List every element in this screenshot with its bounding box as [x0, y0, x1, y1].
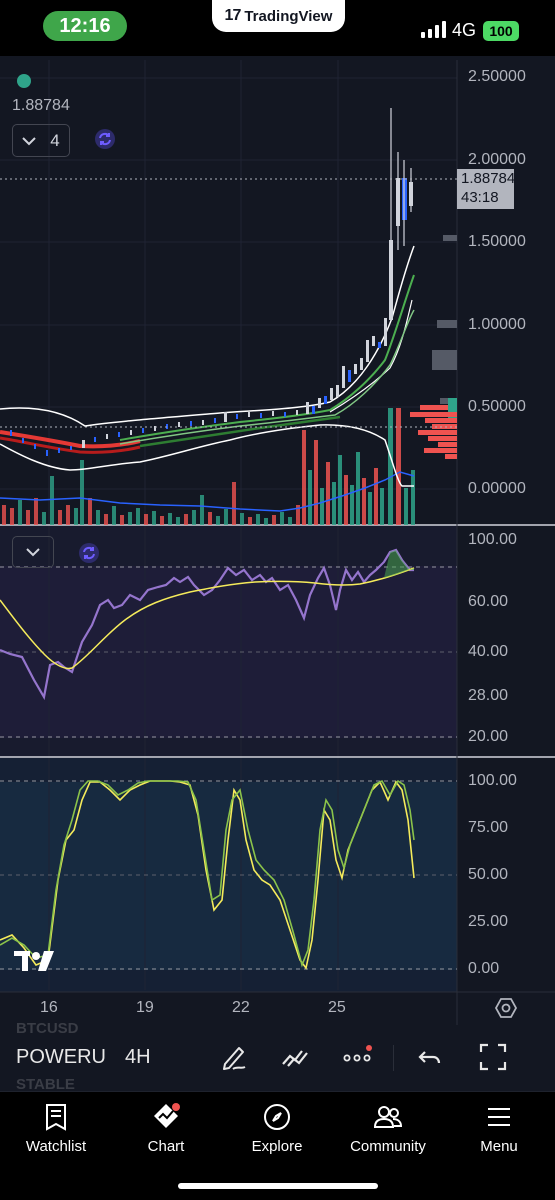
market-status-dot[interactable]	[17, 74, 31, 88]
rsi-band-bg	[0, 566, 457, 738]
symbol-name[interactable]: POWERU	[16, 1046, 106, 1068]
rsi-pane	[0, 548, 457, 738]
price-axis-label: 2.50000	[468, 68, 526, 85]
network-type: 4G	[452, 20, 477, 40]
status-time: 12:16	[43, 11, 127, 41]
community-icon	[373, 1106, 403, 1128]
bollinger-upper	[0, 245, 415, 427]
signal-icon	[421, 21, 446, 38]
price-axis-label: 2.00000	[468, 151, 526, 168]
stoch-axis-label: 25.00	[468, 913, 509, 930]
volume-ma-line	[0, 471, 415, 512]
nav-community[interactable]: Community	[338, 1102, 438, 1155]
price-tag-countdown: 43:18	[461, 189, 499, 206]
previous-symbol: BTCUSD	[16, 1020, 79, 1037]
chart-canvas[interactable]	[0, 56, 555, 1091]
ema-ribbon-red	[0, 430, 141, 449]
price-axis-label: 0.50000	[468, 398, 526, 415]
rsi-axis-label: 28.00	[468, 687, 509, 704]
compass-icon	[264, 1104, 290, 1130]
legend-last-price: 1.88784	[12, 97, 70, 114]
chevron-down-icon	[22, 136, 36, 145]
app-name: TradingView	[244, 7, 333, 25]
stoch-band-bg	[0, 782, 457, 970]
time-axis-label: 16	[40, 999, 58, 1016]
stoch-axis-label: 0.00	[468, 960, 500, 977]
stoch-pane	[0, 779, 457, 970]
rsi-line	[0, 548, 414, 701]
rsi-overbought-fill	[384, 550, 414, 578]
tradingview-logo-icon: 17	[224, 7, 242, 24]
pencil-icon[interactable]	[219, 1042, 249, 1072]
rsi-axis-label: 60.00	[468, 593, 509, 610]
nav-chart[interactable]: Chart	[116, 1102, 216, 1155]
nav-explore[interactable]: Explore	[227, 1102, 327, 1155]
battery-icon: 100	[483, 21, 519, 41]
toolbar-divider	[393, 1045, 394, 1071]
nav-menu[interactable]: Menu	[449, 1102, 549, 1155]
ema-ribbon-green	[119, 274, 415, 441]
stoch-axis-label: 75.00	[468, 819, 509, 836]
timeframe-button[interactable]: 4H	[125, 1046, 151, 1068]
refresh-icon[interactable]	[94, 128, 116, 150]
price-axis-label: 0.00000	[468, 480, 526, 497]
time-axis-label: 25	[328, 999, 346, 1016]
time-axis-label: 22	[232, 999, 250, 1016]
volume-profile	[410, 235, 457, 459]
home-indicator[interactable]	[178, 1183, 378, 1189]
menu-icon	[488, 1108, 510, 1126]
fullscreen-icon[interactable]	[478, 1042, 508, 1072]
stoch-k-line	[0, 779, 415, 968]
rsi-axis-label: 40.00	[468, 643, 509, 660]
more-icon[interactable]	[342, 1042, 372, 1072]
bottom-navigation: Watchlist Chart Explore Community Me	[0, 1091, 555, 1200]
nav-chart-label: Chart	[147, 1138, 185, 1155]
chart-icon	[154, 1103, 180, 1128]
nav-explore-label: Explore	[251, 1138, 303, 1155]
chart-area[interactable]: 1.88784 4 1.88784 43:18 2.50000 2.00000 …	[0, 56, 555, 1093]
watchlist-icon	[46, 1104, 66, 1131]
status-bar: 12:16 17 TradingView 4G 100	[0, 0, 555, 56]
rsi-axis-label: 20.00	[468, 728, 509, 745]
refresh-icon[interactable]	[78, 542, 100, 564]
nav-menu-label: Menu	[480, 1138, 518, 1155]
battery-level: 100	[489, 23, 513, 39]
bollinger-lower	[0, 424, 414, 487]
chart-settings-icon[interactable]	[494, 996, 518, 1020]
stoch-axis-label: 50.00	[468, 866, 509, 883]
current-price-tag: 1.88784 43:18	[457, 169, 516, 209]
time-axis-label: 19	[136, 999, 154, 1016]
undo-icon[interactable]	[415, 1042, 445, 1072]
price-axis-label: 1.00000	[468, 316, 526, 333]
volume-bars	[2, 408, 415, 525]
legend-collapse-button[interactable]: 4	[12, 124, 70, 157]
nav-watchlist-label: Watchlist	[25, 1138, 87, 1155]
nav-watchlist[interactable]: Watchlist	[6, 1102, 106, 1155]
stoch-axis-label: 100.00	[468, 772, 517, 789]
app-banner[interactable]: 17 TradingView	[212, 0, 345, 32]
rsi-collapse-button[interactable]	[12, 536, 54, 568]
price-tag-value: 1.88784	[461, 170, 516, 187]
bollinger-basis	[329, 299, 413, 413]
ema-ribbon-green-2	[119, 309, 415, 445]
chevron-down-icon	[26, 548, 40, 557]
ema-ribbon-red-2	[0, 436, 141, 454]
tradingview-watermark-icon	[14, 951, 54, 971]
nav-community-label: Community	[350, 1138, 426, 1155]
trend-icon[interactable]	[280, 1042, 310, 1072]
rsi-ma-line	[0, 567, 415, 670]
indicator-count: 4	[50, 130, 60, 150]
rsi-axis-label: 100.00	[468, 531, 517, 548]
price-axis-label: 1.50000	[468, 233, 526, 250]
ema-ribbon-green-3	[139, 415, 341, 448]
next-symbol: STABLE	[16, 1076, 75, 1093]
